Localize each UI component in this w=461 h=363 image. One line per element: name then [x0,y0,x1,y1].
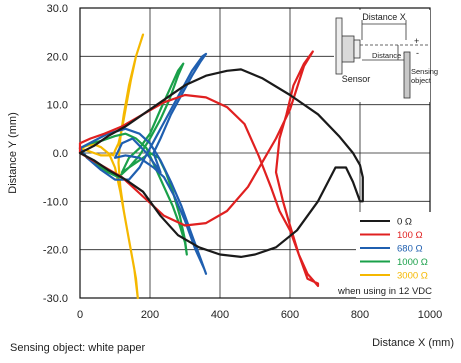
sensor-head [353,39,361,59]
legend-label-1: 100 Ω [397,230,423,241]
y-tick-label: 30.0 [47,3,68,15]
sensor-label: Sensor [342,74,371,84]
legend-note: when using in 12 VDC [337,286,432,297]
legend-label-2: 680 Ω [397,244,423,255]
series-layer [78,33,364,300]
y-tick-label: -10.0 [43,196,68,208]
x-tick-label: 0 [77,309,83,321]
sensing-object-label-1: Sensing [411,67,438,76]
legend-label-3: 1000 Ω [397,257,428,268]
y-axis-title: Distance Y (mm) [7,112,19,194]
plus-sign: + [414,36,419,46]
sensor-bracket [335,17,343,75]
series-line-0 [78,68,364,258]
series-line-4 [78,33,145,300]
x-tick-label: 600 [281,309,299,321]
series-line-1 [78,50,320,287]
distance-y-label: Distance Y [372,51,408,60]
sensing-object-label-2: object [411,76,432,85]
x-tick-label: 400 [211,309,229,321]
sensing-object [403,51,411,99]
legend-label-4: 3000 Ω [397,271,428,282]
x-tick-label: 800 [351,309,369,321]
tick-labels: 0 200 400 600 800 1000 30.0 20.0 10.0 0.0 -10.0 -20… [43,3,442,321]
x-tick-label: 200 [141,309,159,321]
series-line-2 [78,52,208,275]
y-tick-label: 10.0 [47,100,68,112]
y-tick-label: 20.0 [47,51,68,63]
sensor-diagram-inset: Distance X Distance Y + - Sensor Sensing… [334,10,438,102]
legend-box [356,212,432,298]
legend-label-0: 0 Ω [397,217,412,228]
x-tick-label: 1000 [418,309,442,321]
y-tick-label: -20.0 [43,245,68,257]
legend-entries: 0 Ω 100 Ω 680 Ω 1000 Ω 3000 Ω [360,217,428,282]
minus-sign: - [416,48,419,58]
x-axis-title: Distance X (mm) [372,337,454,349]
footnote: Sensing object: white paper [10,342,145,354]
legend: 0 Ω 100 Ω 680 Ω 1000 Ω 3000 Ω when using in … [337,212,432,298]
y-tick-label: 0.0 [53,148,68,160]
distance-x-label: Distance X [362,12,406,22]
y-tick-label: -30.0 [43,293,68,305]
